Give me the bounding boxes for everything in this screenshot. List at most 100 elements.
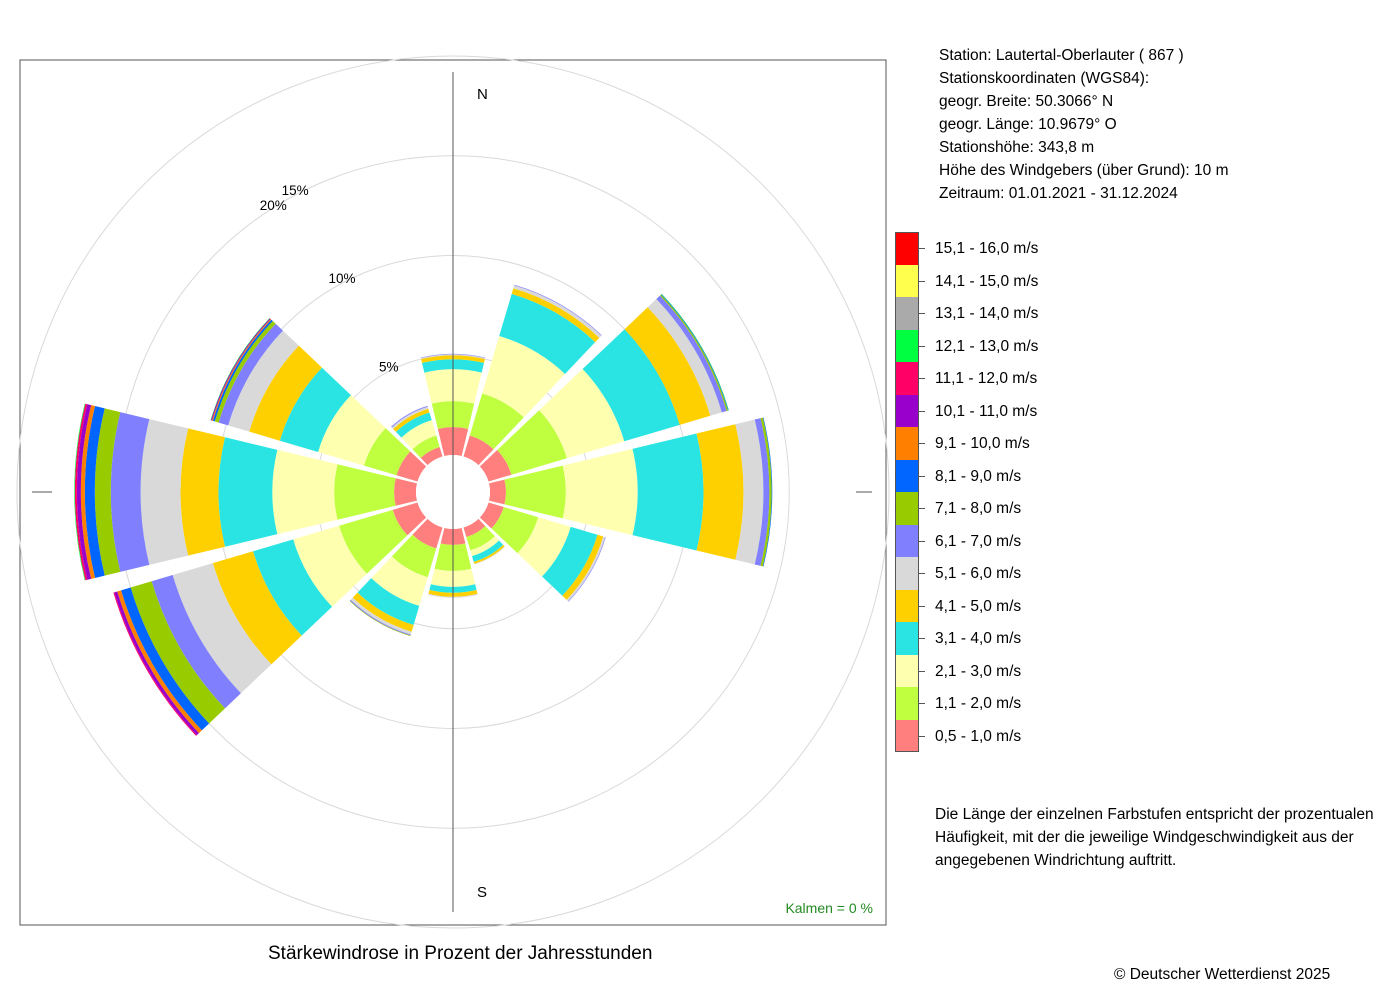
legend-tick xyxy=(919,670,925,672)
rose-segment xyxy=(180,428,225,556)
rose-segment xyxy=(371,556,428,606)
rose-segment xyxy=(632,433,704,551)
rose-segment xyxy=(542,526,598,596)
rose-bars xyxy=(74,284,773,736)
legend-tick xyxy=(919,378,925,379)
legend-swatch xyxy=(895,427,919,460)
rose-segment xyxy=(696,424,744,560)
anemometer-height: Höhe des Windgebers (über Grund): 10 m xyxy=(939,162,1229,179)
station-longitude: geogr. Länge: 10.9679° O xyxy=(939,116,1117,133)
legend-label: 3,1 - 4,0 m/s xyxy=(935,630,1022,647)
rose-segment xyxy=(466,526,495,551)
north-label: N xyxy=(477,86,488,103)
legend-swatch xyxy=(895,297,919,330)
legend-label: 1,1 - 2,0 m/s xyxy=(935,695,1022,712)
rose-segment xyxy=(228,330,299,432)
legend-tick xyxy=(919,313,925,314)
rose-segment xyxy=(350,597,412,635)
radial-tick-label: 15% xyxy=(282,183,309,198)
station-info: Station: Lautertal-Oberlauter ( 867 ) St… xyxy=(939,44,1228,205)
station-altitude: Stationshöhe: 343,8 m xyxy=(939,139,1095,156)
rose-segment xyxy=(762,417,773,567)
rose-segment xyxy=(656,295,727,413)
rose-segment xyxy=(74,403,88,581)
rose-segment xyxy=(74,403,86,581)
time-period: Zeitraum: 01.01.2021 - 31.12.2024 xyxy=(939,185,1178,202)
legend-swatch xyxy=(895,654,919,687)
rose-segment xyxy=(469,393,524,450)
legend-swatch xyxy=(895,687,919,720)
rose-segment xyxy=(110,412,150,572)
note-line-2: Häufigkeit, mit der die jeweilige Windge… xyxy=(935,829,1354,846)
rose-segment xyxy=(470,536,500,557)
rose-segment xyxy=(363,428,411,476)
explanation-note: Die Länge der einzelnen Farbstufen entsp… xyxy=(935,803,1395,872)
rose-segment xyxy=(401,420,437,450)
rose-segment xyxy=(420,353,486,359)
legend-swatch xyxy=(895,589,919,622)
legend-tick xyxy=(919,443,925,444)
rose-segment xyxy=(412,435,440,458)
legend-tick xyxy=(919,508,925,509)
rose-segment xyxy=(121,587,210,731)
rose-segment xyxy=(479,450,512,482)
rose-segment xyxy=(562,534,604,600)
legend-swatch xyxy=(895,622,919,655)
legend-tick xyxy=(919,605,925,607)
station-latitude: geogr. Breite: 50.3066° N xyxy=(939,93,1114,110)
legend-tick xyxy=(919,345,925,347)
legend-label: 5,1 - 6,0 m/s xyxy=(935,565,1022,582)
rose-segment xyxy=(272,449,338,535)
legend-label: 0,5 - 1,0 m/s xyxy=(935,727,1022,745)
rose-segment xyxy=(517,517,571,577)
legend-swatch xyxy=(895,394,919,427)
rose-segment xyxy=(488,479,506,505)
note-line-3: angegebenen Windrichtung auftritt. xyxy=(935,852,1177,869)
grid-circle-20 xyxy=(16,55,890,929)
calms-label: Kalmen = 0 % xyxy=(785,900,873,916)
rose-segment xyxy=(582,329,680,442)
rose-segment xyxy=(394,478,418,506)
legend-swatch xyxy=(895,719,919,752)
rose-segment xyxy=(624,307,711,425)
rose-segment xyxy=(511,288,600,343)
rose-segment xyxy=(566,536,606,602)
legend-label: 4,1 - 5,0 m/s xyxy=(935,597,1022,615)
rose-segment xyxy=(214,320,276,423)
legend-swatch xyxy=(895,232,919,265)
legend-label: 8,1 - 9,0 m/s xyxy=(935,467,1022,485)
rose-segment xyxy=(334,464,396,520)
rose-segment xyxy=(760,417,772,567)
legend-swatch xyxy=(895,557,919,590)
radial-tick-labels: 5% 10% 15%20% xyxy=(260,183,399,374)
legend-label: 6,1 - 7,0 m/s xyxy=(935,532,1022,550)
legend-swatch xyxy=(895,459,919,492)
radial-tick-label: 5% xyxy=(379,359,399,374)
chart-caption: Stärkewindrose in Prozent der Jahresstun… xyxy=(268,943,653,964)
station-name: Station: Lautertal-Oberlauter ( 867 ) xyxy=(939,47,1184,64)
rose-segment xyxy=(420,354,486,360)
rose-segment xyxy=(513,285,602,338)
rose-segment xyxy=(499,293,596,374)
rose-segment xyxy=(647,298,722,416)
rose-segment xyxy=(279,367,351,453)
legend-tick xyxy=(919,540,925,542)
rose-segment xyxy=(539,369,625,459)
rose-segment xyxy=(497,410,567,475)
legend-tick xyxy=(919,248,925,249)
rose-segment xyxy=(249,345,322,441)
rose-segment xyxy=(94,408,121,576)
legend-swatch xyxy=(895,524,919,557)
legend-label: 14,1 - 15,0 m/s xyxy=(935,272,1039,290)
legend-tick xyxy=(919,703,925,704)
legend-label: 9,1 - 10,0 m/s xyxy=(935,435,1030,452)
rose-segment xyxy=(393,408,430,432)
rose-segment xyxy=(218,323,283,426)
rose-segment xyxy=(391,534,437,578)
legend-label: 10,1 - 11,0 m/s xyxy=(935,402,1038,420)
legend-label: 11,1 - 12,0 m/s xyxy=(935,370,1038,387)
legend-label: 15,1 - 16,0 m/s xyxy=(935,240,1039,257)
rose-segment xyxy=(479,502,504,529)
legend-label: 13,1 - 14,0 m/s xyxy=(935,305,1039,322)
legend-label: 12,1 - 13,0 m/s xyxy=(935,337,1039,355)
